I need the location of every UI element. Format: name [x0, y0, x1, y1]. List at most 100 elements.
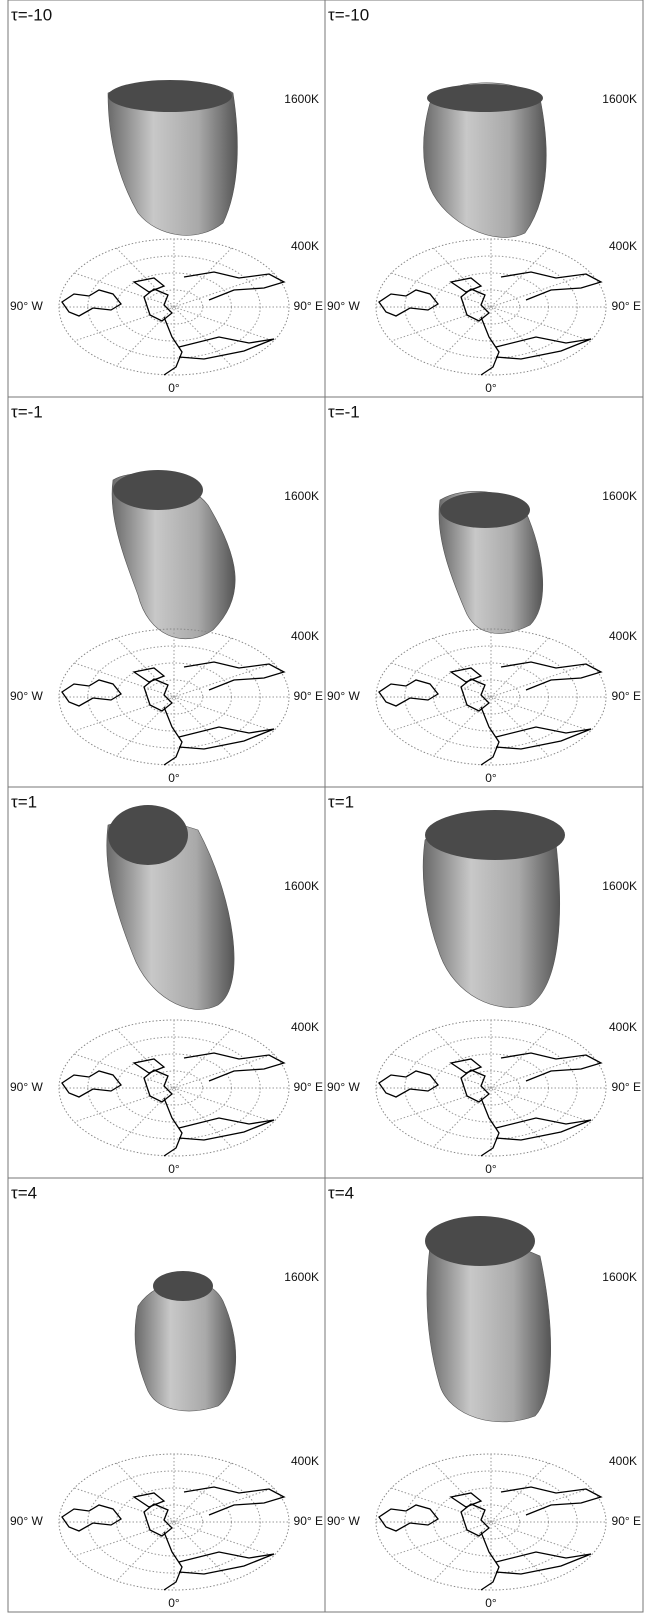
coastline: [495, 726, 592, 750]
coastline: [495, 336, 592, 360]
meridian: [74, 272, 274, 342]
coastline: [132, 1058, 166, 1074]
west-label: 90° W: [10, 1080, 43, 1094]
upper-level-label: 1600K: [602, 879, 637, 893]
panel-frame: [324, 1177, 644, 1613]
coastline: [449, 667, 483, 683]
coastline: [449, 1058, 483, 1074]
coastline: [183, 661, 286, 691]
east-label: 90° E: [294, 299, 323, 313]
lower-level-label: 400K: [291, 629, 319, 643]
coastline: [178, 726, 275, 750]
east-label: 90° E: [612, 1080, 641, 1094]
upper-level-label: 1600K: [284, 1270, 319, 1284]
panel: τ=4 1600K 400K 90° W 90° E 0°: [7, 1177, 326, 1613]
lower-level-label: 400K: [609, 629, 637, 643]
panel: τ=1 1600K 400K 90° W 90° E 0°: [7, 786, 326, 1179]
south-label: 0°: [485, 1162, 497, 1176]
meridian: [433, 1028, 549, 1148]
coastline: [163, 1097, 183, 1157]
isosurface-top: [427, 84, 543, 112]
lower-level-label: 400K: [291, 1454, 319, 1468]
meridian: [433, 247, 549, 367]
meridian: [116, 1462, 232, 1582]
coastline: [143, 678, 173, 712]
coastline: [61, 679, 122, 707]
coastline: [178, 336, 275, 360]
coastline: [500, 271, 603, 301]
upper-level-label: 1600K: [284, 879, 319, 893]
coastline: [480, 316, 500, 376]
coastline: [460, 288, 490, 322]
coastline: [132, 667, 166, 683]
coastline: [61, 289, 122, 317]
isosurface-top: [113, 470, 203, 510]
panel-label: τ=4: [11, 1183, 37, 1202]
upper-level-label: 1600K: [602, 1270, 637, 1284]
coastline: [178, 1117, 275, 1141]
meridian: [116, 247, 232, 367]
coastline: [378, 1070, 439, 1098]
coastline: [163, 316, 183, 376]
west-label: 90° W: [327, 1080, 360, 1094]
meridian: [74, 662, 274, 732]
coastline: [143, 1069, 173, 1103]
coastline: [480, 1097, 500, 1157]
panel-label: τ=-10: [328, 5, 369, 24]
east-label: 90° E: [294, 1514, 323, 1528]
meridian: [74, 1487, 274, 1557]
panel: τ=-10 1600K 400K 90° W 90° E 0°: [7, 0, 326, 398]
coastline: [132, 1492, 166, 1508]
isosurface-top: [440, 492, 530, 528]
upper-level-label: 1600K: [284, 92, 319, 106]
panel-label: τ=1: [328, 792, 354, 811]
upper-level-label: 1600K: [602, 489, 637, 503]
coastline: [500, 1052, 603, 1082]
east-label: 90° E: [612, 1514, 641, 1528]
upper-level-label: 1600K: [602, 92, 637, 106]
lower-level-label: 400K: [609, 239, 637, 253]
panel: τ=-1 1600K 400K 90° W 90° E 0°: [7, 396, 326, 788]
coastline: [61, 1504, 122, 1532]
east-label: 90° E: [294, 1080, 323, 1094]
coastline: [495, 1117, 592, 1141]
isosurface-top: [153, 1271, 213, 1301]
meridian: [433, 637, 549, 757]
south-label: 0°: [168, 771, 180, 785]
coastline: [449, 1492, 483, 1508]
isosurface-top: [425, 810, 565, 860]
panel-label: τ=-1: [11, 402, 43, 421]
panel: τ=-10 1600K 400K 90° W 90° E 0°: [324, 0, 644, 398]
panel: τ=4 1600K 400K 90° W 90° E 0°: [324, 1177, 644, 1613]
coastline: [480, 1531, 500, 1591]
meridian: [116, 637, 232, 757]
coastline: [378, 1504, 439, 1532]
coastline: [163, 706, 183, 766]
south-label: 0°: [168, 381, 180, 395]
coastline: [183, 1486, 286, 1516]
meridian: [391, 1053, 591, 1123]
coastline: [132, 277, 166, 293]
meridian: [433, 637, 549, 757]
meridian: [116, 1462, 232, 1582]
coastline: [449, 277, 483, 293]
coastline: [163, 1531, 183, 1591]
meridian: [116, 637, 232, 757]
meridian: [433, 1462, 549, 1582]
lower-level-label: 400K: [291, 239, 319, 253]
panel-label: τ=1: [11, 792, 37, 811]
south-label: 0°: [168, 1596, 180, 1610]
coastline: [183, 271, 286, 301]
panel: τ=1 1600K 400K 90° W 90° E 0°: [324, 786, 644, 1179]
west-label: 90° W: [10, 689, 43, 703]
meridian: [433, 247, 549, 367]
upper-level-label: 1600K: [284, 489, 319, 503]
coastline: [480, 706, 500, 766]
lower-level-label: 400K: [291, 1020, 319, 1034]
coastline: [495, 1551, 592, 1575]
meridian: [433, 1462, 549, 1582]
south-label: 0°: [485, 381, 497, 395]
west-label: 90° W: [327, 299, 360, 313]
east-label: 90° E: [612, 299, 641, 313]
